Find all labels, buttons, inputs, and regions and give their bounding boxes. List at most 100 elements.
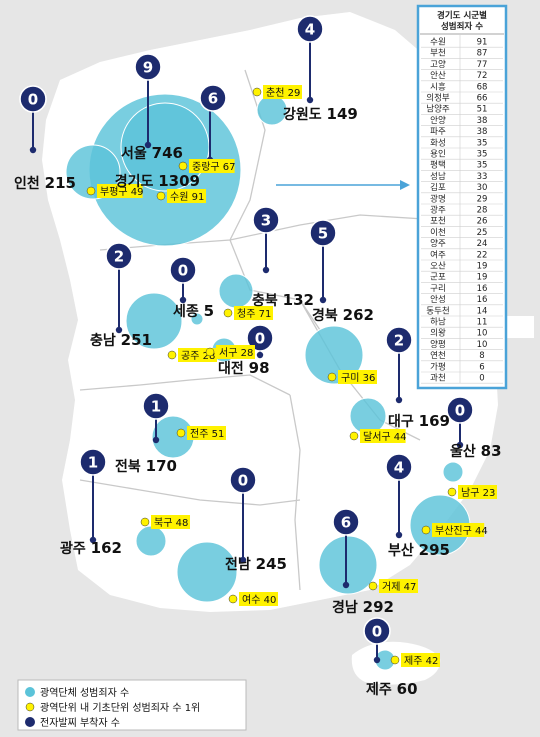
region-label-chungnam: 충남 251 bbox=[90, 331, 152, 349]
legend-box bbox=[17, 679, 247, 731]
region-label-jeonbuk: 전북 170 bbox=[115, 457, 177, 475]
table-count-5: 66 bbox=[477, 94, 488, 104]
table-count-25: 11 bbox=[477, 318, 488, 328]
table-city-15: 광주 bbox=[430, 205, 446, 216]
region-name-gyeongnam: 경남 bbox=[332, 599, 363, 616]
table-count-4: 68 bbox=[477, 82, 488, 92]
table-city-12: 성남 bbox=[430, 172, 446, 182]
table-city-5: 의정부 bbox=[426, 93, 450, 104]
sublabel-bg-jeju_city bbox=[401, 653, 440, 667]
table-city-25: 하남 bbox=[430, 317, 446, 328]
table-city-29: 가평 bbox=[430, 361, 446, 372]
table-city-27: 양평 bbox=[430, 339, 446, 350]
sublabel-bg-geoje bbox=[379, 579, 418, 593]
table-count-13: 30 bbox=[477, 183, 488, 193]
sublabel-gumi: 구미 36 bbox=[341, 372, 375, 384]
table-city-10: 용인 bbox=[430, 149, 446, 160]
dot-gumi-icon bbox=[327, 372, 337, 382]
table-count-10: 35 bbox=[477, 150, 488, 160]
sublabel-bg-jungnang bbox=[189, 159, 235, 173]
pin-tip-daegu bbox=[395, 396, 403, 404]
pin-count-chungbuk: 3 bbox=[261, 212, 271, 230]
dot-jeju_city-icon bbox=[390, 655, 400, 665]
sublabel-namgu: 남구 23 bbox=[461, 487, 495, 499]
dot-bukgu-icon bbox=[140, 517, 150, 527]
table-city-24: 동두천 bbox=[426, 305, 449, 316]
table-count-9: 35 bbox=[477, 138, 488, 148]
region-value-sejong: 5 bbox=[204, 302, 214, 320]
region-label-jeonnam: 전남 245 bbox=[225, 555, 287, 573]
region-value-chungbuk: 132 bbox=[283, 291, 314, 309]
region-value-ulsan: 83 bbox=[481, 442, 502, 460]
dot-jeonju-icon bbox=[176, 428, 186, 438]
pin-jeonnam-icon bbox=[229, 466, 257, 494]
region-value-seoul: 746 bbox=[152, 144, 183, 162]
region-name-daejeon: 대전 bbox=[218, 360, 249, 377]
region-label-jeju: 제주 60 bbox=[366, 680, 418, 698]
table-count-0: 91 bbox=[477, 38, 488, 48]
dot-dalseo-icon bbox=[349, 431, 359, 441]
region-name-seoul: 서울 bbox=[121, 145, 152, 162]
table-count-30: 0 bbox=[479, 374, 484, 384]
pin-tip-gyeongbuk bbox=[319, 296, 327, 304]
table-city-19: 여주 bbox=[430, 249, 446, 260]
dot-bupyeong-icon bbox=[86, 186, 96, 196]
yellow-dot-icon bbox=[25, 702, 35, 712]
sublabel-bg-namgu bbox=[458, 485, 497, 499]
dot-busanjin-icon bbox=[421, 525, 431, 535]
pin-gangwon-icon bbox=[296, 15, 324, 43]
table-title: 경기도 시군별 성범죄자 수 bbox=[437, 10, 487, 32]
table-city-18: 양주 bbox=[430, 238, 446, 249]
table-city-30: 과천 bbox=[430, 373, 446, 384]
pin-count-jeonbuk: 1 bbox=[151, 398, 161, 416]
sublabel-dalseo: 달서구 44 bbox=[363, 431, 407, 443]
pin-gyeonggi-icon bbox=[199, 84, 227, 112]
table-city-7: 안양 bbox=[430, 115, 446, 126]
sublabel-bukgu: 북구 48 bbox=[154, 517, 188, 529]
pin-tip-sejong bbox=[179, 296, 187, 304]
table-city-3: 안산 bbox=[430, 70, 446, 81]
sublabel-geoje: 거제 47 bbox=[382, 581, 416, 593]
pin-tip-ulsan bbox=[456, 441, 464, 449]
pin-incheon-icon bbox=[19, 85, 47, 113]
pin-count-seoul: 9 bbox=[143, 59, 153, 77]
region-value-daegu: 169 bbox=[419, 412, 450, 430]
region-value-gyeongbuk: 262 bbox=[343, 306, 374, 324]
pin-tip-incheon bbox=[29, 146, 37, 154]
pin-tip-chungbuk bbox=[262, 266, 270, 274]
table-city-9: 화성 bbox=[430, 138, 446, 148]
pin-count-gwangju: 1 bbox=[88, 454, 98, 472]
region-value-daejeon: 98 bbox=[249, 359, 270, 377]
sublabel-cheongju: 청주 71 bbox=[237, 308, 271, 320]
pin-count-daegu: 2 bbox=[394, 332, 404, 350]
region-name-jeonbuk: 전북 bbox=[115, 458, 146, 475]
pin-ulsan-icon bbox=[446, 396, 474, 424]
region-name-ulsan: 울산 bbox=[450, 443, 481, 460]
bubble-sejong bbox=[190, 312, 204, 326]
region-name-jeonnam: 전남 bbox=[225, 556, 256, 573]
table-city-4: 시흥 bbox=[430, 81, 446, 92]
pin-tip-daejeon bbox=[256, 351, 264, 359]
table-city-22: 구리 bbox=[430, 284, 446, 294]
table-city-13: 김포 bbox=[430, 182, 446, 193]
region-value-gwangju: 162 bbox=[91, 539, 122, 557]
pin-tip-seoul bbox=[144, 141, 152, 149]
region-value-incheon: 215 bbox=[45, 174, 76, 192]
region-label-gyeongbuk: 경북 262 bbox=[312, 306, 374, 324]
table-city-8: 파주 bbox=[430, 127, 446, 137]
table-count-28: 8 bbox=[479, 351, 484, 361]
pin-tip-chungnam bbox=[115, 326, 123, 334]
region-label-daejeon: 대전 98 bbox=[218, 359, 270, 377]
table-count-2: 77 bbox=[477, 60, 488, 70]
table-city-23: 안성 bbox=[430, 294, 446, 305]
pin-tip-gwangju bbox=[89, 536, 97, 544]
table-count-8: 38 bbox=[477, 127, 488, 137]
bubble-ulsan bbox=[442, 461, 464, 483]
region-label-sejong: 세종 5 bbox=[173, 302, 214, 320]
sublabel-bg-chuncheon bbox=[263, 85, 302, 99]
table-count-23: 16 bbox=[477, 295, 488, 305]
navy-pin-icon bbox=[25, 717, 35, 727]
table-count-26: 10 bbox=[477, 329, 488, 339]
region-name-gwangju: 광주 bbox=[60, 540, 91, 557]
